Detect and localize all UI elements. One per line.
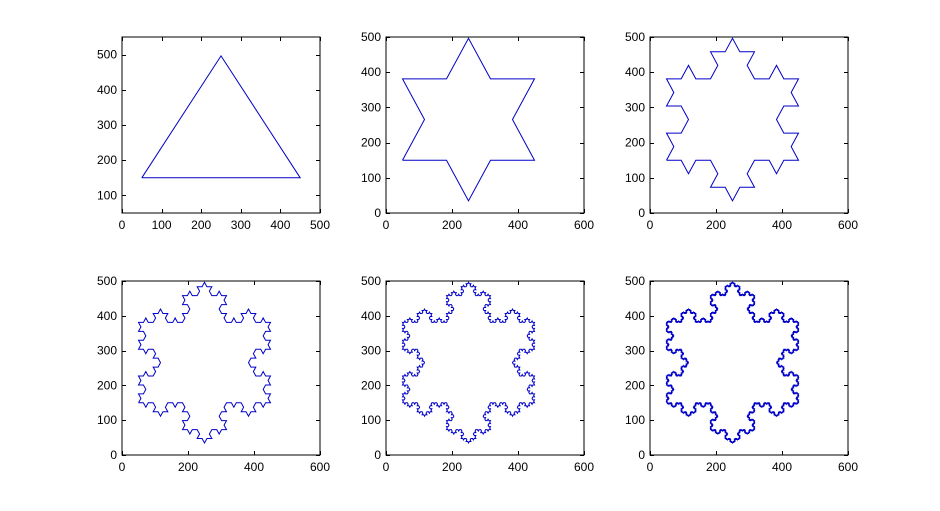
y-tick-label: 200 [97, 153, 117, 167]
x-tick-label: 200 [178, 460, 198, 474]
y-tick-label: 500 [97, 48, 117, 62]
y-tick-label: 0 [110, 448, 117, 462]
x-tick-label: 200 [442, 460, 462, 474]
subplot-5: 0 200 400 600 0 100 200 300 400 500 [361, 274, 594, 474]
x-tick-label: 500 [310, 218, 330, 232]
subplot-4: 0 200 400 600 0 100 200 300 400 500 [97, 274, 330, 474]
x-tick-label: 0 [383, 460, 390, 474]
x-tick-label: 100 [152, 218, 172, 232]
subplot-2: 0 200 400 600 0 100 200 300 400 500 [361, 30, 594, 232]
y-tick-label: 0 [638, 206, 645, 220]
y-tick-label: 100 [625, 171, 645, 185]
x-tick-label: 600 [574, 460, 594, 474]
y-tick-label: 100 [97, 188, 117, 202]
y-tick-label: 500 [361, 274, 381, 288]
koch-curve-line [665, 281, 800, 445]
x-tick-label: 400 [508, 218, 528, 232]
y-tick-label: 300 [625, 100, 645, 114]
x-tick-label: 0 [647, 218, 654, 232]
y-tick-label: 400 [625, 309, 645, 323]
y-tick-label: 100 [97, 413, 117, 427]
subplot-1: 0 100 200 300 400 500 100 200 300 400 500 [97, 36, 330, 232]
koch-curve-line [665, 37, 800, 202]
x-tick-label: 600 [838, 460, 858, 474]
y-tick-label: 500 [625, 30, 645, 44]
y-tick-label: 200 [361, 136, 381, 150]
y-tick-label: 100 [361, 413, 381, 427]
x-tick-label: 0 [119, 218, 126, 232]
x-tick-label: 0 [647, 460, 654, 474]
x-tick-label: 400 [270, 218, 290, 232]
y-tick-label: 500 [97, 274, 117, 288]
y-tick-label: 100 [625, 413, 645, 427]
x-tick-label: 200 [706, 218, 726, 232]
x-tick-label: 400 [244, 460, 264, 474]
y-tick-label: 200 [361, 378, 381, 392]
x-tick-label: 400 [772, 460, 792, 474]
y-tick-label: 400 [625, 65, 645, 79]
axes-frame [121, 280, 321, 456]
y-tick-label: 400 [97, 83, 117, 97]
x-tick-label: 400 [508, 460, 528, 474]
y-tick-label: 500 [361, 30, 381, 44]
y-tick-label: 300 [361, 344, 381, 358]
axes-frame [121, 36, 321, 214]
y-tick-label: 300 [361, 100, 381, 114]
x-tick-label: 200 [706, 460, 726, 474]
y-tick-label: 0 [374, 448, 381, 462]
x-tick-label: 300 [231, 218, 251, 232]
x-tick-label: 200 [191, 218, 211, 232]
y-tick-label: 200 [625, 136, 645, 150]
y-tick-label: 0 [374, 206, 381, 220]
x-tick-label: 0 [383, 218, 390, 232]
axes-frame [649, 36, 849, 214]
subplot-3: 0 200 400 600 0 100 200 300 400 500 [625, 30, 858, 232]
y-tick-label: 200 [625, 378, 645, 392]
y-tick-label: 400 [361, 309, 381, 323]
y-tick-label: 200 [97, 378, 117, 392]
koch-curve-line [401, 37, 536, 202]
koch-curve-line [137, 281, 272, 445]
x-tick-label: 200 [442, 218, 462, 232]
x-tick-label: 0 [119, 460, 126, 474]
y-tick-label: 400 [361, 65, 381, 79]
x-tick-label: 600 [574, 218, 594, 232]
y-tick-label: 300 [97, 344, 117, 358]
x-tick-label: 600 [838, 218, 858, 232]
y-tick-label: 500 [625, 274, 645, 288]
y-tick-label: 100 [361, 171, 381, 185]
axes-frame [385, 280, 585, 456]
x-tick-label: 600 [310, 460, 330, 474]
y-tick-label: 0 [638, 448, 645, 462]
koch-curve-line [141, 54, 302, 179]
subplot-6: 0 200 400 600 0 100 200 300 400 500 [625, 274, 858, 474]
y-tick-label: 400 [97, 309, 117, 323]
y-tick-label: 300 [625, 344, 645, 358]
axes-frame [385, 36, 585, 214]
koch-curve-line [401, 281, 536, 445]
x-tick-label: 400 [772, 218, 792, 232]
y-tick-label: 300 [97, 118, 117, 132]
